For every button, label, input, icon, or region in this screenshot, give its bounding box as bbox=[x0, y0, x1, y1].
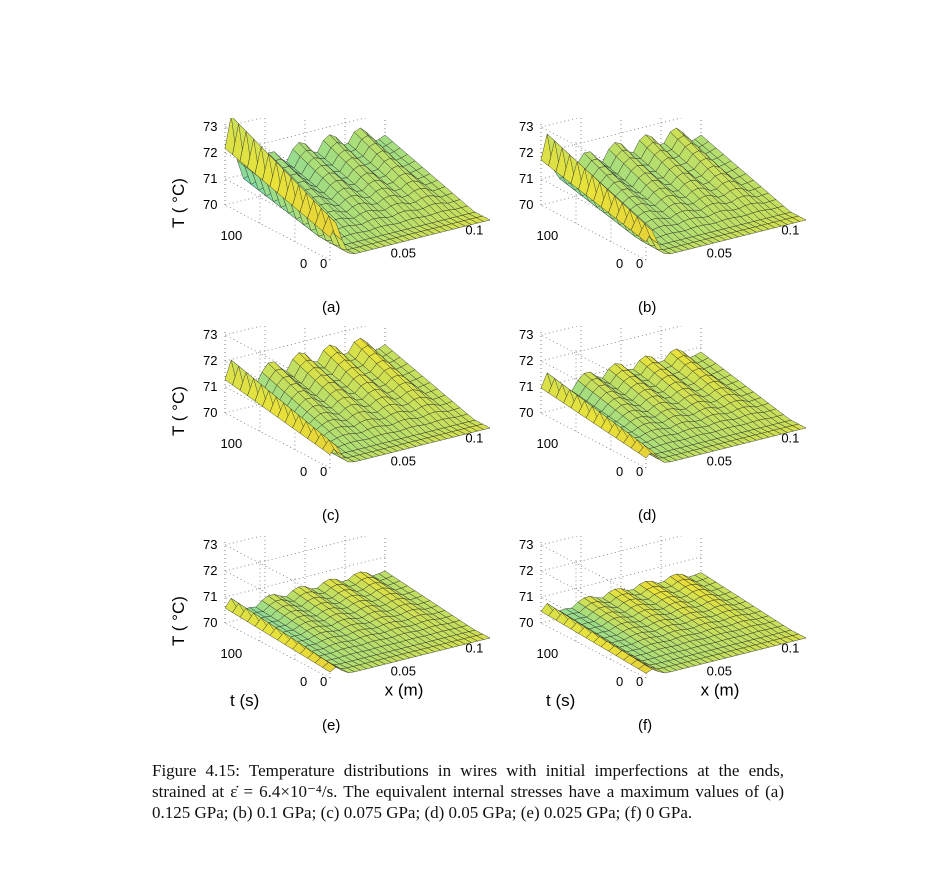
t-tick-label: 100 bbox=[537, 646, 559, 661]
surface-mesh bbox=[224, 337, 490, 463]
x-tick-label: 0 bbox=[636, 674, 643, 689]
surface-plot-svg: 73 72 71 70 100 0 0 0.05 0.1 (d) bbox=[519, 326, 806, 524]
surface-plot-panel: 73 72 71 70 100 0 0 0.05 0.1 T ( °C) (c) bbox=[170, 326, 490, 536]
y-tick-label: 72 bbox=[203, 353, 217, 368]
axis-ticks: 73 72 71 70 100 0 0 0.05 0.1 bbox=[519, 327, 799, 479]
y-tick-label: 70 bbox=[519, 615, 533, 630]
axis-ticks: 73 72 71 70 100 0 0 0.05 0.1 bbox=[203, 327, 483, 479]
t-tick-label: 0 bbox=[616, 464, 623, 479]
x-tick-label: 0.05 bbox=[707, 663, 732, 678]
y-tick-label: 72 bbox=[203, 145, 217, 160]
x-tick-label: 0.1 bbox=[465, 223, 483, 238]
y-axis-label: T ( °C) bbox=[170, 386, 188, 436]
x-tick-label: 0 bbox=[320, 674, 327, 689]
x-tick-label: 0 bbox=[320, 256, 327, 271]
panel-label: (c) bbox=[322, 507, 340, 524]
y-tick-label: 73 bbox=[203, 327, 217, 342]
x-tick-label: 0.1 bbox=[465, 641, 483, 656]
surface-cell bbox=[475, 423, 490, 430]
y-tick-label: 70 bbox=[203, 197, 217, 212]
surface-plot-svg: 73 72 71 70 100 0 0 0.05 0.1 t (s) x (m) (f) bbox=[519, 536, 806, 734]
t-tick-label: 0 bbox=[616, 256, 623, 271]
y-tick-label: 72 bbox=[519, 353, 533, 368]
t-tick-label: 100 bbox=[221, 436, 243, 451]
x-tick-label: 0 bbox=[636, 256, 643, 271]
axis-ticks: 73 72 71 70 100 0 0 0.05 0.1 bbox=[519, 119, 799, 271]
panel-label: (b) bbox=[638, 299, 656, 316]
panel-label: (f) bbox=[638, 717, 652, 734]
t-tick-label: 100 bbox=[221, 228, 243, 243]
t-tick-label: 100 bbox=[221, 646, 243, 661]
y-tick-label: 71 bbox=[519, 171, 533, 186]
x-tick-label: 0.05 bbox=[707, 453, 732, 468]
surface-mesh bbox=[540, 348, 806, 463]
surface-plot-panel: 73 72 71 70 100 0 0 0.05 0.1 T ( °C) (a) bbox=[170, 118, 490, 328]
y-tick-label: 71 bbox=[203, 171, 217, 186]
y-tick-label: 73 bbox=[519, 119, 533, 134]
surface-cell bbox=[475, 633, 490, 640]
t-tick-label: 0 bbox=[300, 674, 307, 689]
surface-cell bbox=[791, 423, 806, 430]
t-axis-label: t (s) bbox=[230, 691, 259, 710]
x-tick-label: 0.1 bbox=[465, 431, 483, 446]
x-tick-label: 0.05 bbox=[391, 245, 416, 260]
surface-mesh bbox=[540, 572, 806, 674]
surface-mesh bbox=[224, 570, 490, 673]
y-tick-label: 73 bbox=[203, 119, 217, 134]
y-tick-label: 72 bbox=[519, 145, 533, 160]
figure-caption: Figure 4.15: Temperature distributions i… bbox=[152, 761, 784, 822]
y-tick-label: 73 bbox=[519, 537, 533, 552]
surface-plot-panel: 73 72 71 70 100 0 0 0.05 0.1 (d) bbox=[486, 326, 806, 536]
axis-ticks: 73 72 71 70 100 0 0 0.05 0.1 bbox=[519, 537, 799, 689]
y-axis-label: T ( °C) bbox=[170, 178, 188, 228]
y-tick-label: 70 bbox=[203, 615, 217, 630]
surface-plot-svg: 73 72 71 70 100 0 0 0.05 0.1 T ( °C) (a) bbox=[170, 118, 490, 316]
t-tick-label: 0 bbox=[300, 256, 307, 271]
panel-label: (d) bbox=[638, 507, 656, 524]
y-axis-label: T ( °C) bbox=[170, 596, 188, 646]
surface-plot-svg: 73 72 71 70 100 0 0 0.05 0.1 (b) bbox=[519, 118, 806, 316]
surface-cell bbox=[791, 633, 806, 640]
y-tick-label: 73 bbox=[203, 537, 217, 552]
t-tick-label: 100 bbox=[537, 436, 559, 451]
panel-label: (a) bbox=[322, 299, 340, 316]
y-tick-label: 70 bbox=[203, 405, 217, 420]
y-tick-label: 70 bbox=[519, 405, 533, 420]
x-axis-label: x (m) bbox=[385, 680, 424, 699]
t-tick-label: 0 bbox=[300, 464, 307, 479]
surface-plot-svg: 73 72 71 70 100 0 0 0.05 0.1 T ( °C) t (s) x (m) (e) bbox=[170, 536, 490, 734]
x-tick-label: 0.05 bbox=[391, 453, 416, 468]
surface-cell bbox=[475, 215, 490, 222]
surface-plot-svg: 73 72 71 70 100 0 0 0.05 0.1 T ( °C) (c) bbox=[170, 326, 490, 524]
axis-ticks: 73 72 71 70 100 0 0 0.05 0.1 bbox=[203, 119, 483, 271]
x-tick-label: 0.1 bbox=[781, 641, 799, 656]
x-tick-label: 0.05 bbox=[391, 663, 416, 678]
t-axis-label: t (s) bbox=[546, 691, 575, 710]
y-tick-label: 71 bbox=[203, 379, 217, 394]
surface-plot-panel: 73 72 71 70 100 0 0 0.05 0.1 T ( °C) t (s) x (m) (e) bbox=[170, 536, 490, 746]
x-tick-label: 0.1 bbox=[781, 431, 799, 446]
y-tick-label: 71 bbox=[203, 589, 217, 604]
surface-mesh bbox=[540, 127, 806, 254]
surface-plot-panel: 73 72 71 70 100 0 0 0.05 0.1 t (s) x (m) (f) bbox=[486, 536, 806, 746]
x-tick-label: 0 bbox=[320, 464, 327, 479]
x-tick-label: 0.1 bbox=[781, 223, 799, 238]
x-tick-label: 0.05 bbox=[707, 245, 732, 260]
y-tick-label: 72 bbox=[203, 563, 217, 578]
y-tick-label: 71 bbox=[519, 379, 533, 394]
surface-mesh bbox=[224, 118, 490, 254]
t-tick-label: 100 bbox=[537, 228, 559, 243]
x-axis-label: x (m) bbox=[701, 680, 740, 699]
axis-ticks: 73 72 71 70 100 0 0 0.05 0.1 bbox=[203, 537, 483, 689]
surface-plot-panel: 73 72 71 70 100 0 0 0.05 0.1 (b) bbox=[486, 118, 806, 328]
y-tick-label: 71 bbox=[519, 589, 533, 604]
y-tick-label: 73 bbox=[519, 327, 533, 342]
panel-label: (e) bbox=[322, 717, 340, 734]
y-tick-label: 72 bbox=[519, 563, 533, 578]
x-tick-label: 0 bbox=[636, 464, 643, 479]
surface-cell bbox=[791, 215, 806, 222]
y-tick-label: 70 bbox=[519, 197, 533, 212]
t-tick-label: 0 bbox=[616, 674, 623, 689]
